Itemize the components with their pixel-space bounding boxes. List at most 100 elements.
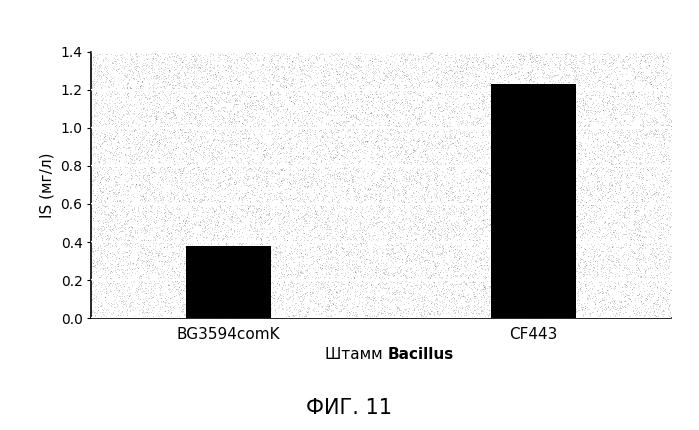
Point	[585, 104, 596, 111]
Point	[261, 296, 272, 303]
Point	[240, 86, 251, 93]
Point	[129, 265, 140, 272]
Point	[498, 178, 510, 185]
Point	[128, 299, 139, 306]
Point	[322, 245, 333, 252]
Point	[487, 68, 498, 74]
Point	[341, 161, 352, 168]
Point	[456, 159, 468, 166]
Point	[442, 226, 454, 233]
Point	[426, 98, 438, 105]
Point	[254, 239, 266, 246]
Point	[124, 199, 136, 206]
Point	[150, 247, 161, 254]
Point	[383, 150, 394, 157]
Point	[180, 109, 191, 116]
Point	[275, 182, 287, 189]
Point	[429, 114, 440, 120]
Point	[533, 307, 544, 314]
Point	[459, 217, 470, 224]
Point	[347, 249, 359, 255]
Point	[539, 250, 550, 257]
Point	[418, 140, 429, 147]
Point	[405, 257, 417, 264]
Point	[421, 191, 433, 198]
Point	[658, 294, 670, 301]
Point	[338, 234, 349, 241]
Point	[94, 185, 106, 192]
Point	[651, 142, 662, 149]
Point	[397, 144, 408, 151]
Point	[198, 206, 209, 213]
Point	[198, 113, 209, 120]
Point	[548, 215, 559, 221]
Point	[382, 111, 394, 117]
Point	[428, 204, 439, 211]
Point	[394, 222, 405, 229]
Point	[217, 279, 228, 286]
Point	[311, 258, 322, 265]
Point	[521, 182, 532, 189]
Point	[622, 128, 633, 135]
Point	[375, 94, 386, 101]
Point	[321, 108, 332, 115]
Point	[333, 141, 345, 148]
Point	[374, 58, 385, 64]
Point	[187, 224, 198, 231]
Point	[363, 111, 374, 118]
Point	[424, 260, 435, 267]
Point	[550, 144, 561, 151]
Point	[619, 304, 630, 311]
Point	[633, 89, 644, 95]
Point	[331, 218, 343, 225]
Point	[571, 249, 582, 256]
Point	[120, 126, 131, 133]
Point	[298, 78, 310, 85]
Point	[113, 262, 124, 269]
Point	[152, 207, 163, 214]
Point	[144, 181, 155, 188]
Point	[460, 87, 471, 94]
Point	[372, 214, 383, 221]
Point	[503, 209, 514, 216]
Point	[556, 224, 568, 231]
Point	[145, 205, 156, 212]
Point	[650, 275, 661, 282]
Point	[363, 61, 374, 68]
Point	[139, 249, 150, 256]
Point	[476, 203, 487, 210]
Point	[424, 172, 435, 179]
Point	[360, 204, 371, 211]
Point	[440, 51, 452, 58]
Point	[322, 171, 333, 178]
Point	[353, 190, 364, 197]
Point	[430, 181, 441, 188]
Point	[391, 305, 403, 312]
Point	[159, 134, 171, 141]
Point	[277, 256, 288, 263]
Point	[169, 216, 180, 223]
Point	[115, 168, 126, 175]
Point	[254, 261, 265, 267]
Point	[398, 197, 409, 204]
Point	[468, 284, 480, 291]
Point	[140, 59, 151, 66]
Point	[89, 233, 100, 240]
Point	[132, 91, 143, 98]
Point	[113, 280, 124, 286]
Point	[206, 294, 217, 301]
Point	[381, 102, 392, 109]
Point	[633, 207, 644, 214]
Point	[517, 167, 528, 174]
Point	[94, 232, 106, 239]
Point	[166, 50, 177, 57]
Point	[654, 182, 665, 189]
Point	[267, 232, 278, 239]
Point	[452, 267, 463, 274]
Point	[370, 269, 382, 276]
Point	[162, 96, 173, 103]
Point	[318, 236, 329, 243]
Point	[382, 69, 394, 76]
Point	[103, 119, 115, 126]
Point	[140, 63, 152, 70]
